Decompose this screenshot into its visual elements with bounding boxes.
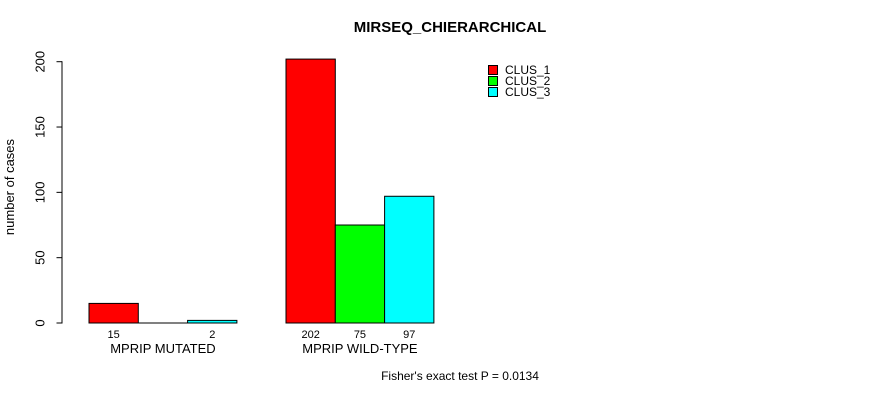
bar-value-label: 15 — [108, 329, 120, 341]
bar — [285, 58, 336, 324]
y-tick-label: 100 — [33, 181, 48, 203]
bar-value-label: 2 — [209, 329, 215, 341]
legend-item: CLUS_2 — [488, 74, 551, 88]
legend-swatch-clus-3 — [488, 87, 498, 97]
group-label: MPRIP WILD-TYPE — [302, 341, 418, 356]
legend-label: CLUS_3 — [505, 85, 551, 99]
bar — [187, 319, 238, 324]
y-tick-label: 150 — [33, 116, 48, 138]
y-tick-label: 50 — [33, 250, 48, 264]
bar — [88, 302, 139, 324]
chart-title: MIRSEQ_CHIERARCHICAL — [353, 19, 547, 36]
bar — [384, 195, 435, 324]
legend-swatch-clus-1 — [488, 65, 498, 75]
legend-item: CLUS_1 — [488, 63, 551, 77]
legend-swatch-clus-2 — [488, 76, 498, 86]
legend: CLUS_1 CLUS_2 CLUS_3 — [488, 63, 551, 99]
bar-value-label: 97 — [403, 329, 415, 341]
bar-value-label: 202 — [301, 329, 319, 341]
y-tick-label: 200 — [33, 51, 48, 73]
bar — [334, 224, 386, 324]
group-label: MPRIP MUTATED — [110, 341, 215, 356]
legend-label: CLUS_1 — [505, 63, 551, 77]
legend-label: CLUS_2 — [505, 74, 551, 88]
fisher-test-annotation: Fisher's exact test P = 0.0134 — [381, 369, 539, 383]
y-tick-label: 0 — [33, 319, 48, 326]
bar-value-label: 75 — [354, 329, 366, 341]
legend-item: CLUS_3 — [488, 85, 551, 99]
